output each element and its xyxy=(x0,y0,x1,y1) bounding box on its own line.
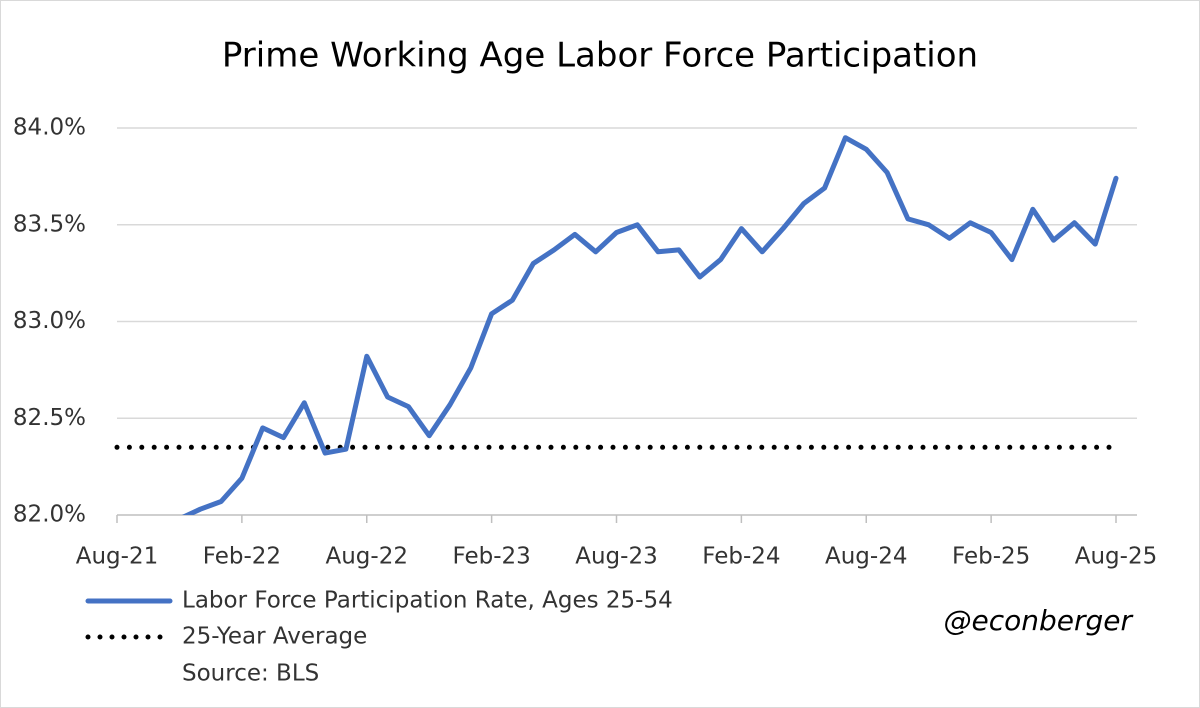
x-tick-label: Aug-25 xyxy=(1075,544,1157,570)
handle: @econberger xyxy=(943,604,1133,637)
x-tick-label: Feb-25 xyxy=(952,544,1030,570)
y-tick-label: 84.0% xyxy=(13,115,86,141)
y-tick-label: 83.0% xyxy=(13,308,86,334)
x-tick-label: Aug-24 xyxy=(825,544,907,570)
data-line xyxy=(181,135,1119,515)
y-tick-label: 82.5% xyxy=(13,405,86,431)
y-tick-label: 82.0% xyxy=(13,502,86,528)
y-tick-label: 83.5% xyxy=(13,211,86,237)
x-tick-label: Feb-22 xyxy=(203,544,281,570)
x-tick-label: Aug-23 xyxy=(575,544,657,570)
legend-label: 25-Year Average xyxy=(182,624,367,650)
x-tick-label: Feb-23 xyxy=(452,544,530,570)
chart-title: Prime Working Age Labor Force Participat… xyxy=(222,36,978,76)
plot-area xyxy=(114,135,1119,515)
source-note: Source: BLS xyxy=(182,661,319,687)
x-tick-label: Aug-21 xyxy=(76,544,158,570)
legend-label: Labor Force Participation Rate, Ages 25-… xyxy=(182,588,673,614)
x-tick-label: Aug-22 xyxy=(326,544,408,570)
x-tick-label: Feb-24 xyxy=(702,544,780,570)
